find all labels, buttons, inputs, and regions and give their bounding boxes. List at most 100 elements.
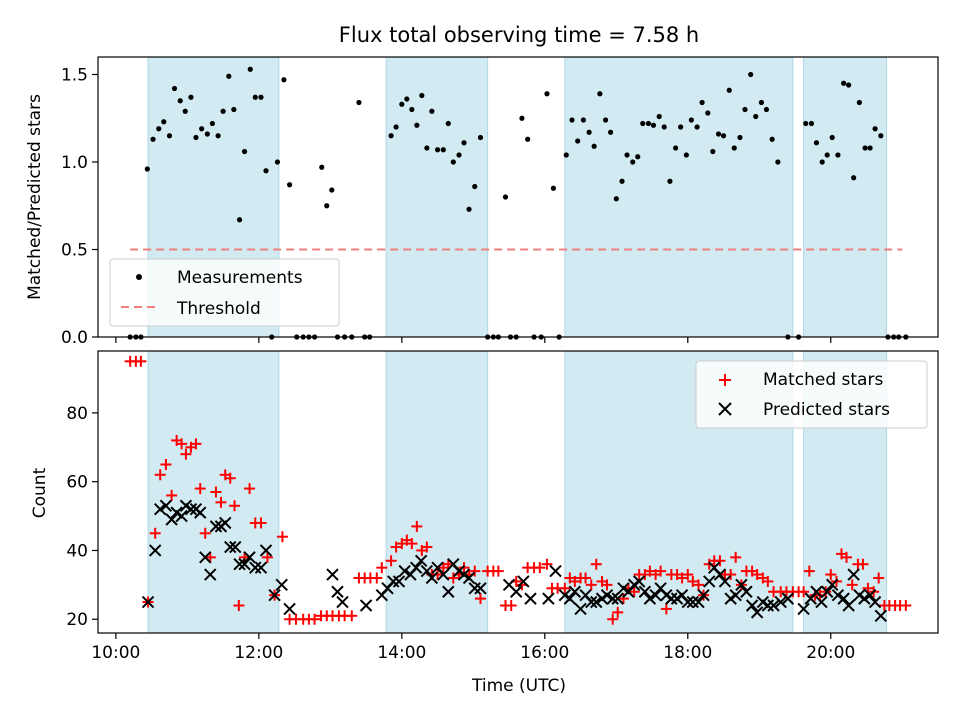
predicted-star-point — [204, 568, 217, 581]
count-xlabel: Time (UTC) — [471, 676, 566, 696]
y-tick-label: 1.5 — [61, 66, 88, 86]
matched-star-point — [346, 610, 358, 622]
matched-star-point — [210, 486, 222, 498]
x-tick-label: 18:00 — [663, 643, 712, 663]
predicted-star-point — [713, 568, 727, 581]
x-tick-label: 12:00 — [234, 643, 283, 663]
predicted-star-point — [761, 599, 775, 612]
predicted-star-point — [774, 595, 787, 609]
matched-star-point — [194, 483, 206, 495]
predicted-star-point — [568, 585, 582, 598]
measurement-point — [414, 122, 420, 128]
measurement-point — [171, 85, 178, 92]
predicted-star-point — [697, 588, 710, 602]
predicted-star-point — [638, 585, 652, 598]
predicted-star-point — [681, 595, 694, 609]
ratio-panel: 0.0 0.5 1.0 1.5 Matched/Predicted stars Mea… — [25, 56, 939, 348]
measurement-point — [231, 106, 237, 113]
matched-star-point — [590, 558, 602, 570]
plot-frame — [97, 350, 939, 634]
predicted-star-point — [238, 558, 251, 571]
measurement-point — [329, 187, 335, 193]
predicted-star-point — [692, 595, 705, 609]
measurement-point — [769, 136, 775, 142]
measurement-point — [763, 106, 770, 113]
predicted-star-point — [745, 599, 759, 612]
measurement-point — [445, 120, 451, 127]
measurement-point — [182, 108, 188, 114]
predicted-star-point — [524, 592, 537, 605]
measurement-point — [281, 77, 287, 83]
observing-window — [385, 56, 489, 338]
matched-star-point — [447, 572, 459, 584]
measurement-point — [393, 124, 399, 130]
predicted-star-point — [574, 602, 587, 616]
measurement-point — [399, 101, 405, 107]
predicted-star-point — [750, 606, 764, 619]
predicted-star-point — [462, 571, 476, 585]
measurement-point — [613, 196, 619, 202]
predicted-star-point — [425, 571, 439, 585]
matched-star-point — [224, 472, 236, 484]
measurement-point — [619, 178, 625, 184]
measurement-point — [878, 133, 884, 139]
measurement-point — [409, 106, 415, 113]
matched-star-point — [411, 520, 423, 532]
predicted-star-point — [331, 585, 344, 598]
predicted-star-point — [847, 568, 860, 581]
measurement-point — [477, 134, 484, 141]
matched-star-point — [421, 541, 433, 553]
measurement-point — [586, 129, 592, 135]
matched-star-point — [190, 438, 202, 450]
matched-star-point — [628, 586, 640, 598]
predicted-star-point — [820, 585, 834, 598]
measurement-point — [803, 120, 809, 127]
predicted-star-point — [815, 595, 828, 609]
measurement-point — [319, 164, 325, 170]
measurement-point — [472, 183, 478, 190]
predicted-star-point — [243, 551, 256, 564]
legend-matched-label: Matched stars — [763, 370, 883, 390]
measurement-point — [597, 91, 603, 97]
matched-star-point — [276, 531, 288, 543]
measurement-point — [867, 145, 873, 151]
matched-star-point — [176, 438, 188, 450]
predicted-star-point — [542, 592, 555, 605]
matched-star-point — [660, 603, 672, 615]
predicted-star-point — [224, 540, 237, 554]
matched-star-point — [655, 565, 667, 577]
measurement-point — [841, 80, 847, 86]
measurement-point — [731, 145, 737, 151]
matched-star-point — [534, 562, 546, 574]
count-panel: 20 40 60 80 10:00 12:00 14:00 16:00 18:00 20:00 C… — [30, 350, 939, 696]
measurement-point — [525, 136, 531, 142]
x-tick-label: 14:00 — [377, 643, 426, 663]
predicted-star-point — [209, 520, 223, 533]
measurement-point — [602, 117, 609, 123]
x-tick-label: 16:00 — [520, 643, 569, 663]
measurement-point — [829, 134, 835, 141]
measurement-point — [630, 159, 636, 165]
matched-star-point — [682, 569, 694, 581]
measurement-point — [846, 82, 852, 88]
predicted-star-point — [718, 575, 732, 588]
measurement-point — [650, 122, 657, 128]
measurement-point — [705, 110, 711, 116]
predicted-star-point — [611, 592, 624, 605]
measurement-point — [835, 152, 841, 158]
x-tick-label: 10:00 — [91, 643, 140, 663]
measurement-point — [710, 148, 716, 155]
predicted-star-point — [686, 595, 699, 609]
measurement-point — [851, 175, 857, 181]
ratio-axes: 0.0 0.5 1.0 1.5 — [61, 56, 939, 348]
matched-star-point — [803, 565, 815, 577]
predicted-star-point — [649, 588, 662, 602]
matched-star-point — [390, 541, 402, 553]
y-tick-label: 1.0 — [61, 153, 88, 173]
matched-star-point — [585, 579, 597, 591]
measurement-point — [502, 194, 509, 200]
matched-star-point — [725, 569, 737, 581]
matched-star-point — [492, 565, 504, 577]
matched-star-point — [687, 575, 699, 587]
matched-star-point — [371, 572, 383, 584]
